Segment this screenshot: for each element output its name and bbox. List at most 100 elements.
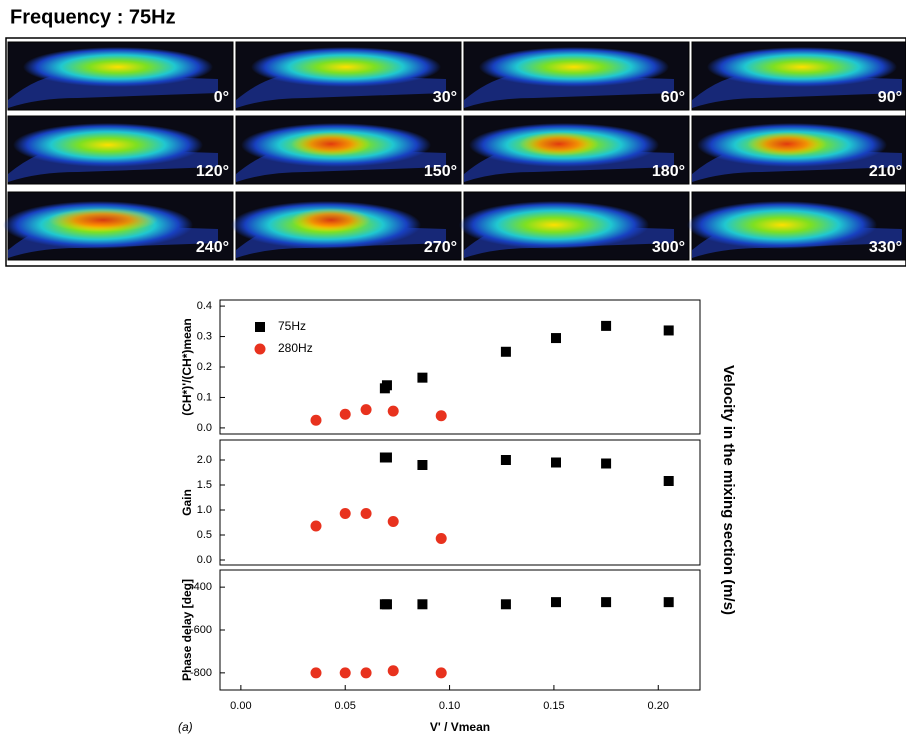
marker	[417, 372, 428, 383]
flame-image: 150°	[235, 115, 462, 185]
marker	[663, 325, 674, 336]
marker	[310, 667, 322, 679]
legend-label: 280Hz	[278, 341, 313, 355]
y-tick-label: -800	[190, 667, 212, 679]
x-tick-label: 0.00	[230, 700, 251, 712]
marker	[500, 346, 511, 357]
y-tick-label: 2.0	[197, 454, 212, 466]
marker	[360, 508, 372, 519]
flame-image: 120°	[7, 115, 234, 185]
marker	[381, 452, 392, 463]
marker	[601, 458, 612, 469]
y-tick-label: -600	[190, 624, 212, 636]
marker	[435, 410, 447, 422]
y-tick-label: 0.4	[197, 300, 212, 312]
flame-core	[48, 208, 158, 232]
image-grid: 0° 30° 60° 90° 120° 150° 180° 210° 240° 270° 300° 3…	[3, 37, 906, 267]
marker	[435, 533, 447, 544]
marker	[500, 599, 511, 610]
y-axis-label: (CH*)'/(CH*)mean	[180, 318, 194, 416]
phase-label: 150°	[424, 163, 457, 180]
marker	[339, 508, 351, 519]
phase-label: 30°	[433, 89, 457, 106]
flame-image: 300°	[459, 191, 690, 261]
plot-frame	[219, 439, 701, 566]
flame-body	[459, 201, 649, 249]
marker	[551, 597, 561, 608]
phase-label: 210°	[869, 163, 902, 180]
flame-body	[687, 201, 877, 249]
y-tick-label: 1.0	[197, 504, 212, 516]
legend-marker	[255, 322, 265, 332]
flame-image: 240°	[3, 191, 234, 261]
marker	[310, 520, 322, 532]
flame-image: 30°	[235, 41, 462, 111]
chart-panel: 0.0 0.1 0.2 0.3 0.4(CH*)'/(CH*)mean 75Hz 280Hz	[180, 299, 701, 435]
marker	[601, 597, 612, 608]
flame-body	[23, 47, 213, 87]
phase-label: 330°	[869, 239, 902, 256]
flame-core	[747, 132, 827, 156]
marker	[551, 333, 561, 344]
chart-panel: 0.0 0.5 1.0 1.5 2.0 Gain	[180, 439, 701, 566]
flame-core	[519, 132, 599, 156]
flame-image: 270°	[231, 191, 462, 261]
charts: 0.0 0.1 0.2 0.3 0.4(CH*)'/(CH*)mean 75Hz 280Hz…	[180, 299, 701, 734]
flame-image: 0°	[7, 41, 234, 111]
chart-panel: -400 -600 -800 0.00 0.05 0.10 0.15 0.20 Phase de…	[180, 569, 701, 734]
right-axis-label: Velocity in the mixing section (m/s)	[720, 365, 737, 615]
x-tick-label: 0.05	[335, 700, 356, 712]
y-tick-label: 0.5	[197, 529, 212, 541]
legend-label: 75Hz	[278, 319, 306, 333]
marker	[360, 404, 372, 416]
flame-image: 90°	[691, 41, 906, 111]
marker	[381, 599, 392, 610]
marker	[387, 665, 399, 677]
figure-title: Frequency : 75Hz	[10, 6, 176, 28]
marker	[310, 414, 322, 426]
marker	[360, 667, 372, 679]
marker	[601, 320, 612, 331]
phase-label: 60°	[661, 89, 685, 106]
flame-image: 60°	[463, 41, 690, 111]
marker	[417, 599, 428, 610]
y-axis-label: Gain	[180, 489, 194, 516]
y-tick-label: 1.5	[197, 479, 212, 491]
x-tick-label: 0.15	[543, 700, 564, 712]
y-tick-label: 0.0	[197, 422, 212, 434]
marker	[435, 667, 447, 679]
y-axis-label: Phase delay [deg]	[180, 579, 194, 681]
x-tick-label: 0.10	[439, 700, 460, 712]
phase-label: 180°	[652, 163, 685, 180]
phase-label: 90°	[878, 89, 902, 106]
plot-frame	[219, 569, 701, 691]
legend-marker	[254, 343, 266, 355]
y-tick-label: 0.2	[197, 361, 212, 373]
flame-core	[291, 208, 371, 232]
marker	[663, 597, 674, 608]
marker	[339, 667, 351, 679]
phase-label: 300°	[652, 239, 685, 256]
panel-label: (a)	[178, 720, 193, 734]
x-tick-label: 0.20	[648, 700, 669, 712]
y-tick-label: 0.0	[197, 554, 212, 566]
phase-label: 0°	[214, 89, 229, 106]
flame-core	[291, 132, 371, 156]
marker	[551, 457, 561, 468]
flame-body	[479, 47, 669, 87]
phase-label: 270°	[424, 239, 457, 256]
y-tick-label: -400	[190, 581, 212, 593]
flame-body	[251, 47, 441, 87]
phase-label: 120°	[196, 163, 229, 180]
marker	[663, 476, 674, 486]
x-axis-label: V' / Vmean	[430, 720, 490, 734]
marker	[381, 380, 392, 391]
phase-label: 240°	[196, 239, 229, 256]
marker	[339, 408, 351, 420]
flame-body	[707, 47, 897, 87]
marker	[387, 516, 399, 527]
flame-image: 180°	[463, 115, 690, 185]
marker	[417, 460, 428, 470]
